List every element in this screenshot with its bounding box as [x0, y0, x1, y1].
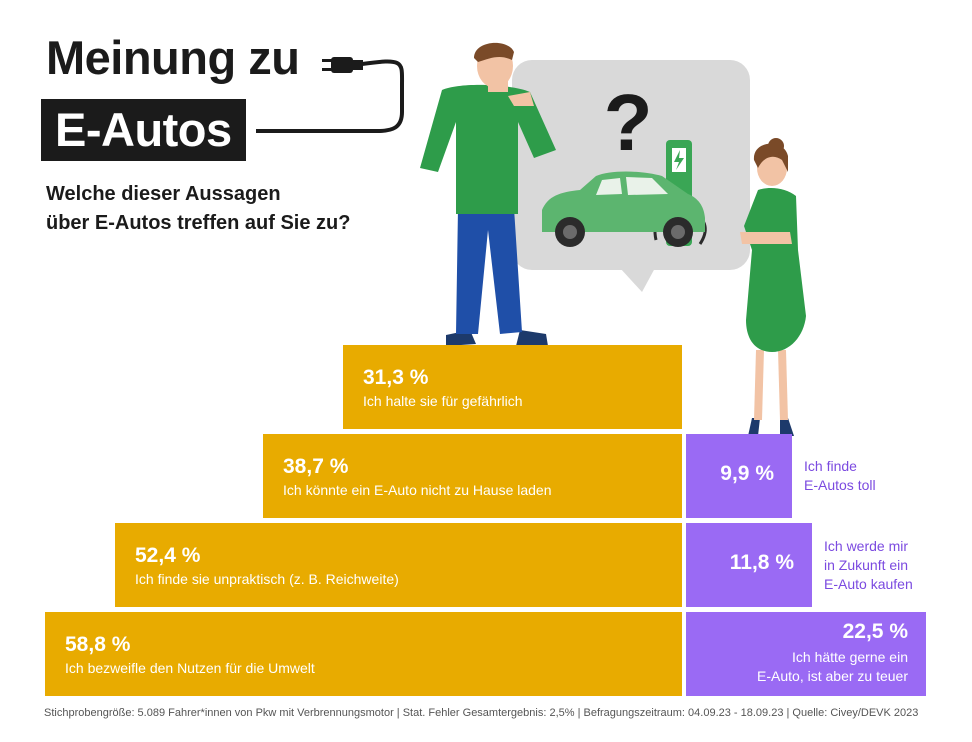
question-line-1: Welche dieser Aussagen: [46, 183, 281, 205]
positive-category-label-line: E-Auto kaufen: [824, 576, 913, 592]
electric-car-icon: [542, 171, 705, 247]
negative-bar: 38,7 % Ich könnte ein E-Auto nicht zu Hau…: [263, 434, 682, 518]
negative-bar: 52,4 % Ich finde sie unpraktisch (z. B. R…: [115, 523, 682, 607]
positive-bar: 11,8 %: [686, 523, 812, 607]
negative-category-label: Ich bezweifle den Nutzen für die Umwelt: [65, 660, 315, 676]
negative-value-label: 52,4 %: [135, 544, 201, 567]
positive-category-label-line: in Zukunft ein: [824, 557, 909, 573]
source-footer: Stichprobengröße: 5.089 Fahrer*innen von…: [44, 707, 919, 719]
positive-category-label-line: Ich finde: [804, 458, 857, 474]
positive-bar: 9,9 %: [686, 434, 792, 518]
negative-category-label: Ich könnte ein E-Auto nicht zu Hause lad…: [283, 482, 552, 498]
chart-question: Welche dieser Aussagen über E-Autos tref…: [46, 180, 426, 238]
negative-category-label: Ich finde sie unpraktisch (z. B. Reichwe…: [135, 571, 399, 587]
positive-category-label-line: E-Autos toll: [804, 477, 876, 493]
negative-category-label: Ich halte sie für gefährlich: [363, 393, 523, 409]
positive-category-label: Ich hätte gerne ein E-Auto, ist aber zu t…: [757, 648, 908, 686]
negative-bar: 31,3 % Ich halte sie für gefährlich: [343, 345, 682, 429]
question-line-2: über E-Autos treffen auf Sie zu?: [46, 212, 351, 234]
negative-bar: 58,8 % Ich bezweifle den Nutzen für die U…: [45, 612, 682, 696]
title-line-1: Meinung zu: [46, 31, 300, 84]
negative-value-label: 31,3 %: [363, 366, 429, 389]
man-thinking-icon: [420, 42, 556, 346]
positive-category-label-line: Ich werde mir: [824, 538, 909, 554]
positive-value-label: 22,5 %: [842, 620, 908, 643]
title-line-2: E-Autos: [41, 99, 246, 161]
negative-value-label: 58,8 %: [65, 633, 131, 656]
woman-icon: [740, 138, 806, 436]
positive-value-label: 11,8 %: [729, 551, 794, 574]
negative-value-label: 38,7 %: [283, 455, 349, 478]
positive-value-label: 9,9 %: [720, 462, 774, 485]
positive-category-label: Ich werde mir in Zukunft ein E-Auto kaufen: [824, 537, 913, 594]
plug-icon: [322, 57, 363, 73]
lightning-icon: [674, 150, 684, 170]
positive-category-label: Ich finde E-Autos toll: [804, 457, 876, 495]
positive-category-label-line: Ich hätte gerne ein: [792, 649, 908, 665]
positive-category-label-line: E-Auto, ist aber zu teuer: [757, 668, 908, 684]
question-mark: ?: [604, 78, 653, 167]
positive-bar: 22,5 % Ich hätte gerne ein E-Auto, ist abe…: [686, 612, 926, 696]
plug-cable: [256, 59, 405, 133]
